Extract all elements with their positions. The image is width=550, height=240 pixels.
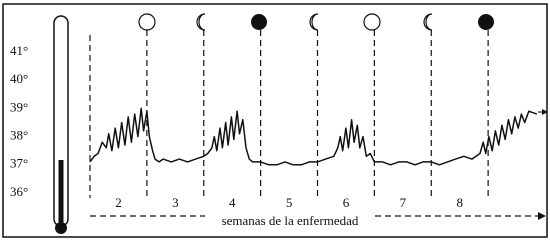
week-label: 7 [400, 195, 407, 210]
moon-phases [139, 14, 494, 30]
frame [3, 4, 547, 237]
temperature-line [90, 108, 537, 164]
thermometer [54, 16, 68, 234]
week-label: 8 [456, 195, 463, 210]
y-tick-label: 38° [10, 128, 28, 143]
week-label: 3 [172, 195, 179, 210]
x-axis-label: semanas de la enfermedad [222, 213, 359, 228]
y-tick-label: 37° [10, 156, 28, 171]
arrowhead [538, 212, 546, 220]
week-label: 5 [286, 195, 293, 210]
y-tick-label: 41° [10, 43, 28, 58]
y-tick-label: 40° [10, 71, 28, 86]
chart: semanas de la enfermedad 36° 37° 38° 39° 40°… [0, 0, 550, 240]
week-label: 2 [115, 195, 122, 210]
y-tick-label: 39° [10, 99, 28, 114]
week-label: 6 [343, 195, 350, 210]
week-label: 4 [229, 195, 236, 210]
y-tick-label: 36° [10, 184, 28, 199]
